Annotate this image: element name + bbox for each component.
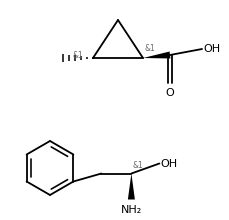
Text: &1: &1 [144, 44, 155, 53]
Text: &1: &1 [73, 51, 83, 59]
Text: NH₂: NH₂ [120, 205, 141, 214]
Polygon shape [142, 51, 170, 59]
Text: OH: OH [202, 44, 219, 54]
Polygon shape [127, 174, 134, 200]
Text: &1: &1 [132, 161, 142, 170]
Text: OH: OH [160, 158, 177, 169]
Text: O: O [165, 88, 174, 98]
